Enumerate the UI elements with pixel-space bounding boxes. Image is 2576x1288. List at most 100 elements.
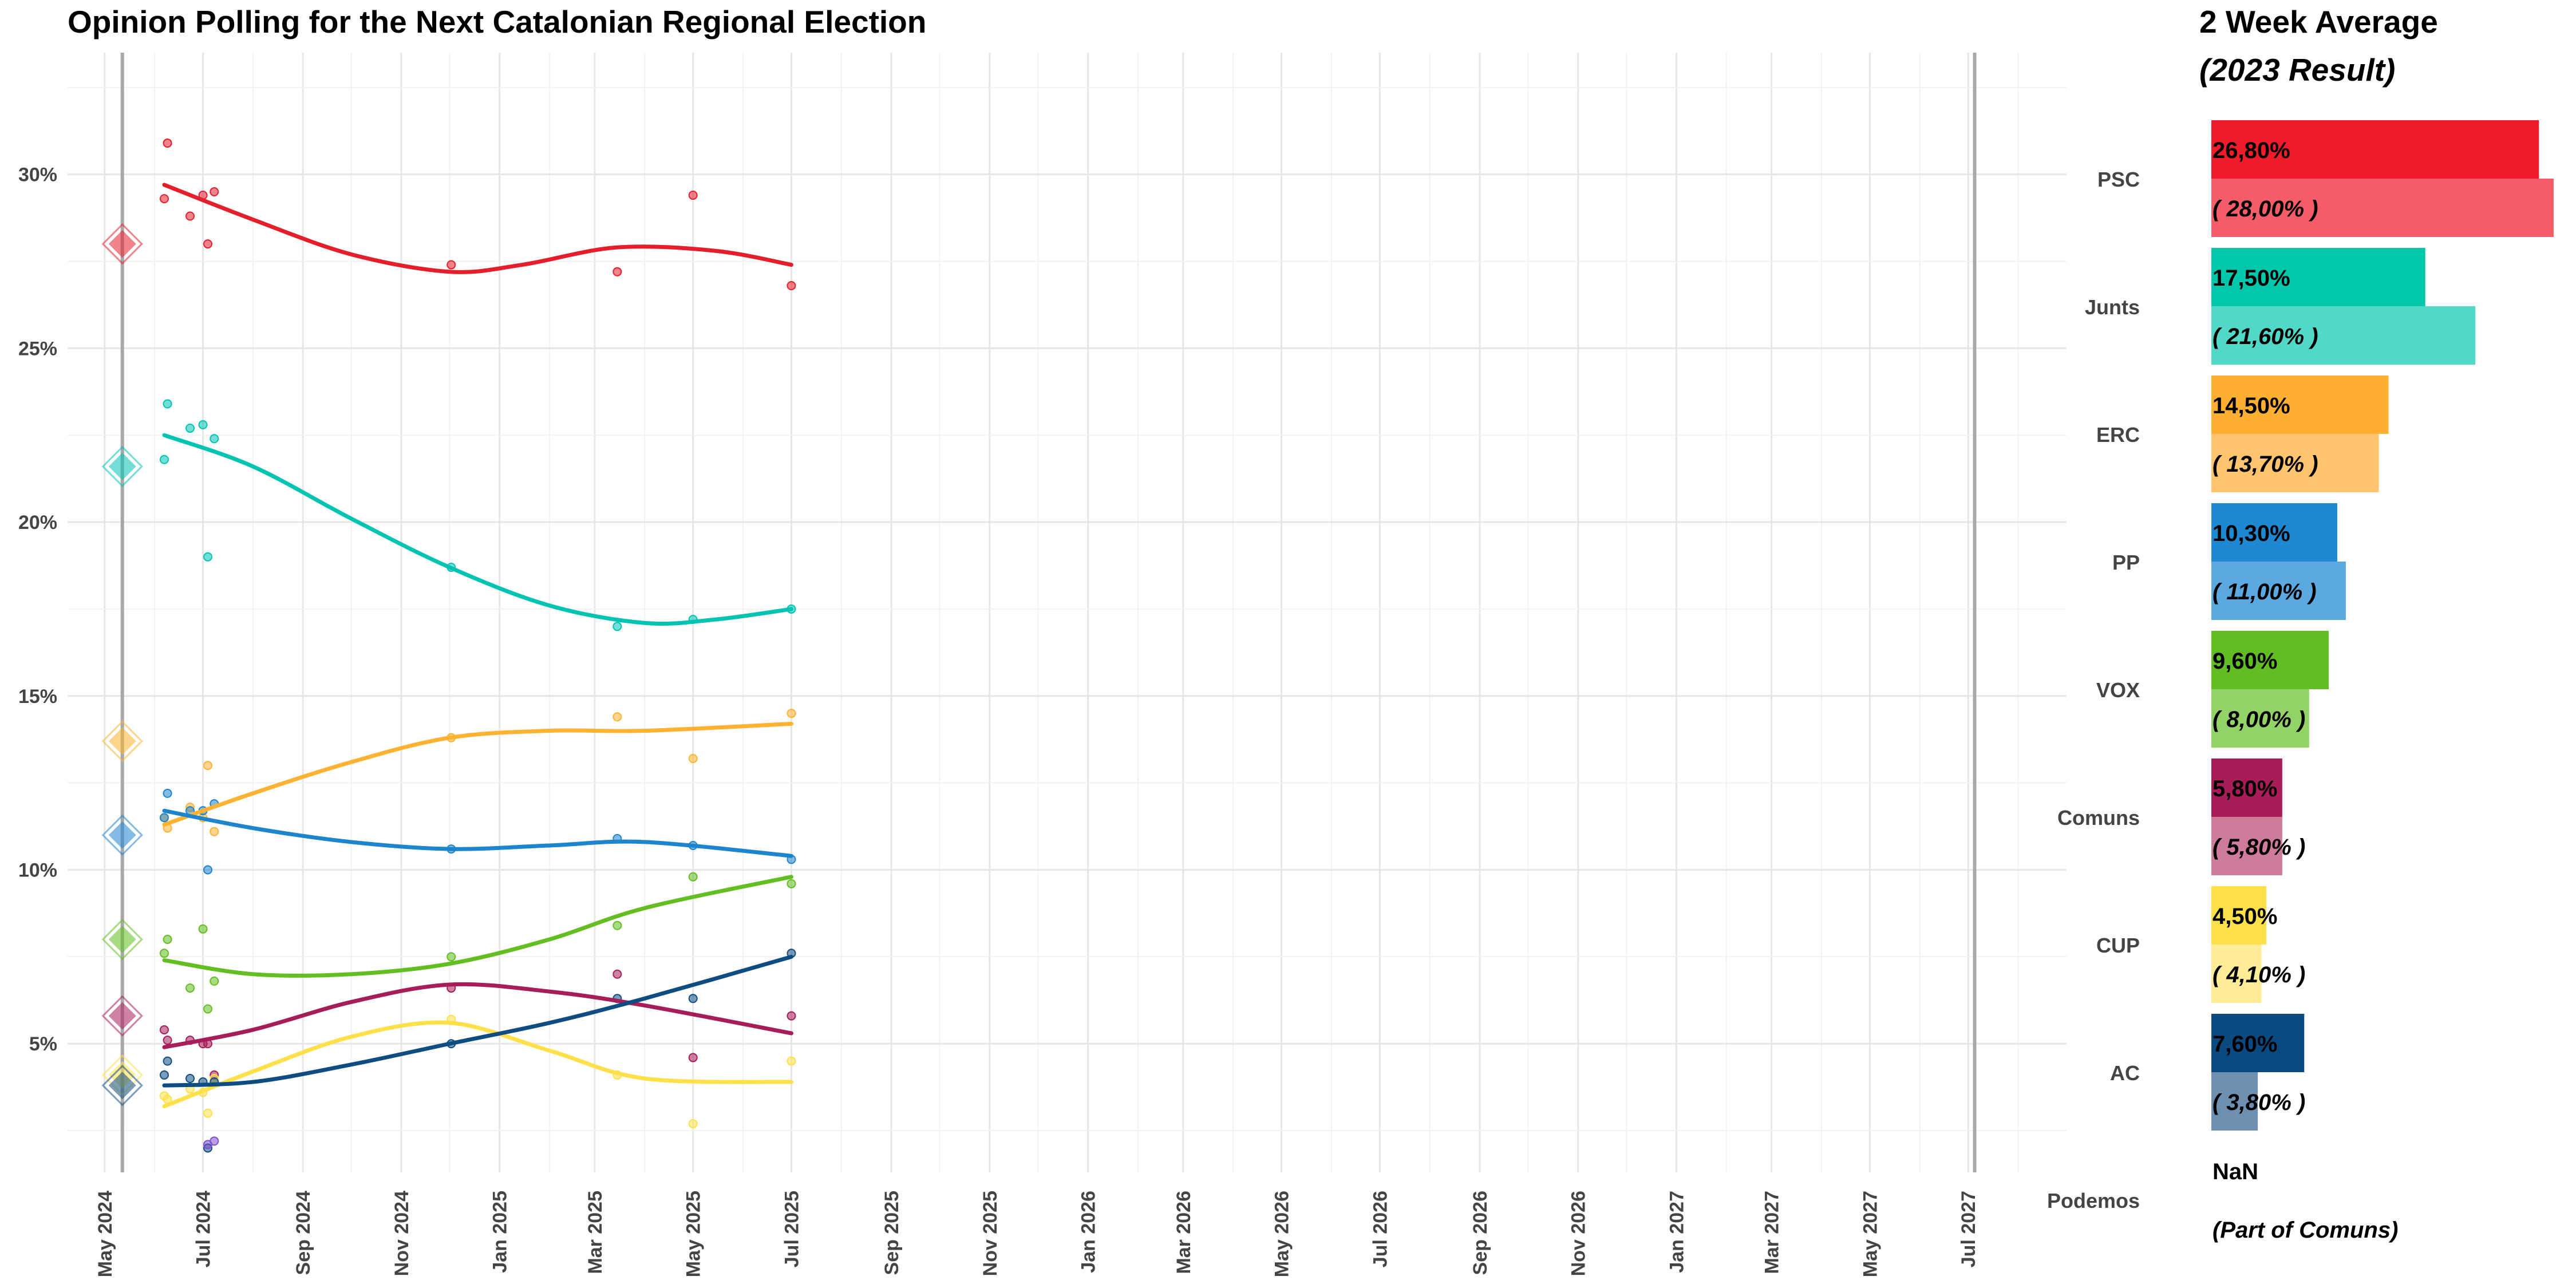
- poll-point-ac: [688, 994, 698, 1003]
- x-tick-label: Mar 2025: [584, 1191, 606, 1274]
- election-result-diamond-pp: [108, 821, 136, 849]
- election-result-diamond-comuns: [108, 1002, 136, 1030]
- election-result-marker-psc: [101, 223, 143, 265]
- trend-line-psc: [162, 183, 793, 274]
- average-bar-ac: [2211, 1014, 2305, 1072]
- party-label-junts: Junts: [2085, 295, 2140, 319]
- y-axis: 5% 10% 15% 20% 25% 30%: [18, 164, 57, 1056]
- poll-point-psc: [159, 194, 169, 204]
- poll-point-comuns: [688, 1053, 698, 1062]
- reference-lines: [120, 53, 1977, 1172]
- poll-point-vox: [688, 872, 698, 882]
- x-tick-label: Sep 2024: [293, 1191, 314, 1275]
- poll-point-junts: [159, 455, 169, 464]
- poll-point-psc: [613, 267, 622, 276]
- poll-point-vox: [185, 983, 195, 993]
- poll-point-psc: [185, 211, 195, 221]
- average-bar-junts: [2211, 248, 2425, 306]
- poll-point-junts: [210, 434, 219, 444]
- election-result-marker-comuns: [101, 995, 143, 1037]
- average-bar-pp: [2211, 503, 2337, 562]
- result-bar-label-psc: ( 28,00% ): [2212, 196, 2318, 222]
- poll-point-comuns: [163, 1036, 172, 1045]
- election-result-diamond-psc: [108, 230, 136, 258]
- x-tick-label: Mar 2026: [1173, 1191, 1195, 1274]
- result-bar-vox: [2211, 689, 2309, 748]
- x-tick-label: Jul 2024: [193, 1191, 215, 1267]
- average-bar-label-vox: 9,60%: [2212, 649, 2277, 674]
- result-bar-label-podemos: (Part of Comuns): [2212, 1218, 2398, 1243]
- trend-lines: [162, 183, 793, 1109]
- trend-line-ac: [162, 954, 793, 1088]
- poll-point-vox: [447, 952, 456, 962]
- y-tick-label: 15%: [18, 686, 57, 708]
- average-bar-label-podemos: NaN: [2212, 1159, 2258, 1184]
- result-bar-label-ac: ( 3,80% ): [2212, 1090, 2305, 1115]
- average-bar-cup: [2211, 886, 2267, 945]
- party-label-comuns: Comuns: [2057, 806, 2140, 829]
- poll-point-cup: [688, 1119, 698, 1128]
- poll-point-psc: [163, 138, 172, 148]
- y-tick-label: 10%: [18, 860, 57, 882]
- trend-line-vox: [162, 875, 793, 978]
- poll-point-pp: [163, 788, 172, 798]
- poll-point-erc: [210, 827, 219, 836]
- line-chart-grid: [68, 53, 2067, 1172]
- result-bar-label-erc: ( 13,70% ): [2212, 452, 2318, 477]
- trend-line-cup: [162, 1020, 793, 1109]
- poll-point-vox: [159, 949, 169, 958]
- poll-point-vox: [163, 935, 172, 945]
- average-bar-vox: [2211, 631, 2329, 689]
- trend-line-comuns: [162, 982, 793, 1049]
- poll-point-psc: [447, 260, 456, 270]
- poll-point-junts: [613, 622, 622, 631]
- poll-point-junts: [163, 399, 172, 409]
- poll-point-erc: [203, 761, 213, 771]
- average-panel-subtitle: (2023 Result): [2199, 52, 2396, 88]
- average-panel-title: 2 Week Average: [2199, 4, 2438, 39]
- poll-point-cup: [203, 1108, 213, 1118]
- election-result-diamond-ac: [108, 1072, 136, 1100]
- election-result-diamond-junts: [108, 452, 136, 480]
- x-tick-label: May 2027: [1859, 1191, 1881, 1277]
- average-bar-chart: PSC 26,80% ( 28,00% ) Junts 17,50% ( 21,60% )…: [2047, 120, 2554, 1243]
- election-result-marker-pp: [101, 814, 143, 856]
- poll-point-comuns: [613, 969, 622, 979]
- y-tick-label: 20%: [18, 512, 57, 534]
- trend-line-junts: [162, 433, 793, 626]
- party-label-ac: AC: [2110, 1061, 2140, 1085]
- election-result-marker-ac: [101, 1065, 143, 1107]
- party-label-psc: PSC: [2097, 168, 2140, 191]
- poll-point-ac: [159, 1070, 169, 1080]
- x-tick-label: Jul 2025: [781, 1191, 803, 1267]
- average-bar-label-erc: 14,50%: [2212, 393, 2290, 418]
- x-tick-label: Jul 2026: [1369, 1191, 1391, 1267]
- poll-point-vox: [198, 924, 208, 934]
- average-bar-label-ac: 7,60%: [2212, 1032, 2277, 1057]
- result-bar-pp: [2211, 562, 2346, 620]
- party-label-cup: CUP: [2096, 934, 2140, 957]
- x-tick-label: Jan 2026: [1078, 1191, 1100, 1273]
- party-label-pp: PP: [2112, 551, 2140, 574]
- x-tick-label: Jan 2027: [1666, 1191, 1688, 1273]
- poll-point-ac: [185, 1073, 195, 1083]
- result-bar-junts: [2211, 306, 2476, 365]
- poll-point-vox: [613, 920, 622, 930]
- poll-point-junts: [203, 552, 213, 562]
- result-bar-label-cup: ( 4,10% ): [2212, 962, 2305, 987]
- party-label-erc: ERC: [2096, 423, 2140, 447]
- x-axis: May 2024 Jul 2024 Sep 2024 Nov 2024 Jan 2025…: [94, 1191, 1980, 1277]
- poll-point-comuns: [787, 1011, 796, 1021]
- poll-point-erc: [787, 709, 796, 718]
- poll-point-pp: [203, 865, 213, 875]
- poll-point-junts: [198, 420, 208, 429]
- x-tick-label: Nov 2025: [979, 1191, 1001, 1276]
- trend-line-pp: [162, 808, 793, 858]
- x-tick-label: Jan 2025: [489, 1191, 511, 1273]
- result-bar-label-junts: ( 21,60% ): [2212, 324, 2318, 349]
- election-markers: [101, 223, 143, 1107]
- poll-point-junts: [185, 424, 195, 433]
- x-tick-label: Jul 2027: [1958, 1191, 1980, 1267]
- election-result-marker-erc: [101, 720, 143, 762]
- x-tick-label: Sep 2026: [1469, 1191, 1491, 1275]
